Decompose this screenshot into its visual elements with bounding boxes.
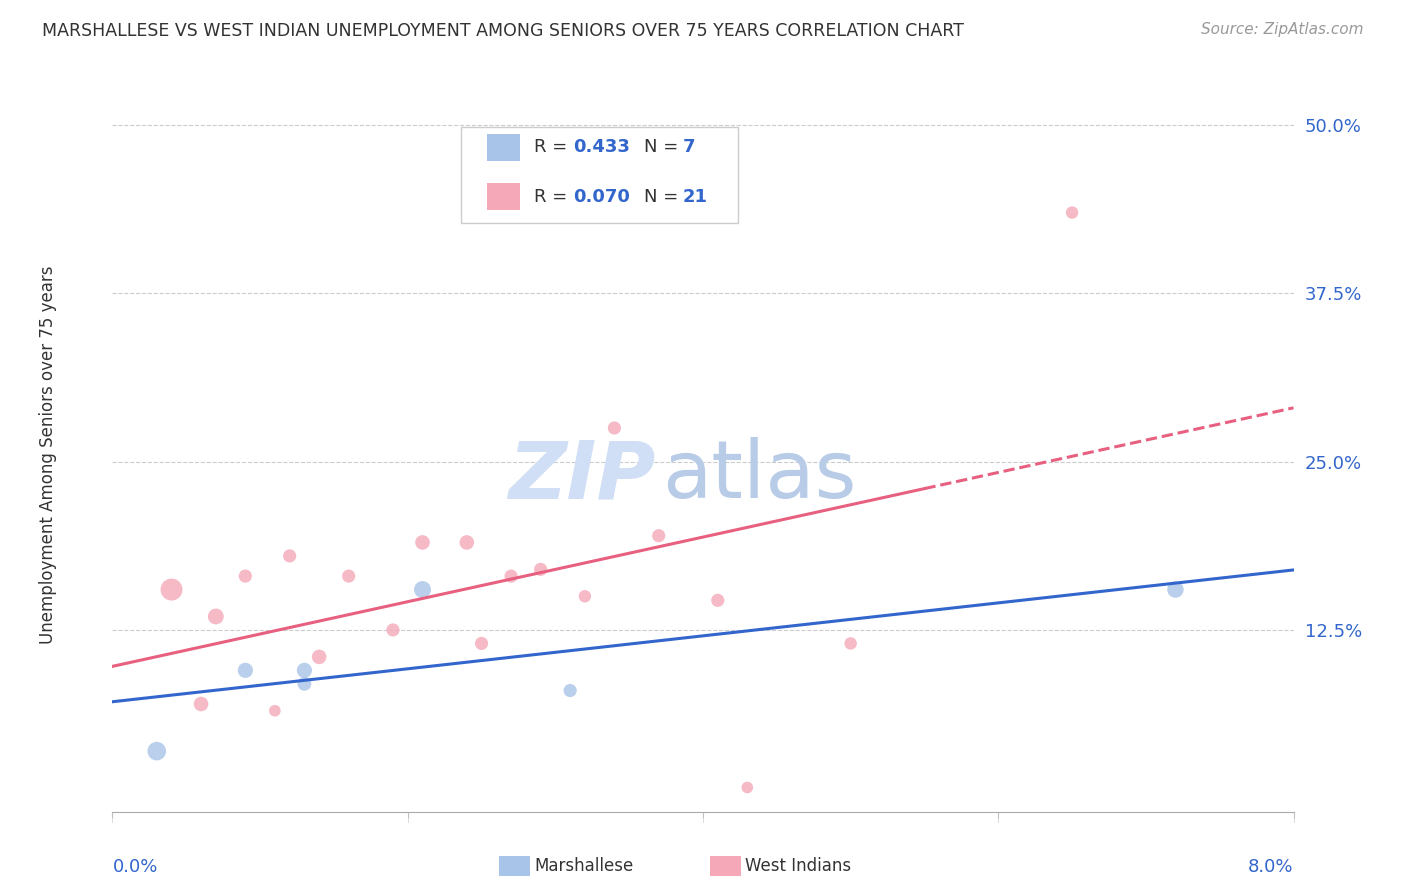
Text: R =: R =	[534, 187, 574, 205]
Point	[737, 780, 759, 795]
Text: 0.070: 0.070	[574, 187, 630, 205]
Point	[1062, 205, 1084, 219]
Point	[382, 623, 405, 637]
Text: N =: N =	[644, 187, 683, 205]
Text: 8.0%: 8.0%	[1249, 858, 1294, 876]
Text: Unemployment Among Seniors over 75 years: Unemployment Among Seniors over 75 years	[38, 266, 56, 644]
Point	[278, 549, 301, 563]
Text: MARSHALLESE VS WEST INDIAN UNEMPLOYMENT AMONG SENIORS OVER 75 YEARS CORRELATION : MARSHALLESE VS WEST INDIAN UNEMPLOYMENT …	[42, 22, 965, 40]
Bar	[486, 183, 520, 211]
Point	[292, 664, 315, 678]
Point	[412, 535, 434, 549]
Point	[292, 677, 315, 691]
Text: Marshallese: Marshallese	[534, 857, 634, 875]
Point	[233, 664, 256, 678]
Text: 0.433: 0.433	[574, 138, 630, 156]
Point	[647, 529, 671, 543]
Point	[560, 683, 582, 698]
Text: N =: N =	[644, 138, 683, 156]
Point	[1164, 582, 1187, 597]
FancyBboxPatch shape	[461, 127, 738, 223]
Point	[190, 697, 212, 711]
Text: 0.0%: 0.0%	[112, 858, 157, 876]
Point	[603, 421, 626, 435]
Text: R =: R =	[534, 138, 574, 156]
Text: atlas: atlas	[662, 437, 856, 516]
Point	[160, 582, 183, 597]
Point	[233, 569, 256, 583]
Text: 21: 21	[683, 187, 709, 205]
Point	[205, 609, 228, 624]
Text: Source: ZipAtlas.com: Source: ZipAtlas.com	[1201, 22, 1364, 37]
Text: 7: 7	[683, 138, 696, 156]
Point	[839, 636, 862, 650]
Text: ZIP: ZIP	[509, 437, 655, 516]
Point	[456, 535, 478, 549]
Point	[264, 704, 287, 718]
Point	[529, 562, 551, 576]
Point	[501, 569, 523, 583]
Point	[412, 582, 434, 597]
Point	[146, 744, 169, 758]
Point	[707, 593, 730, 607]
Point	[574, 589, 596, 603]
Point	[308, 649, 330, 664]
Bar	[486, 134, 520, 161]
Point	[337, 569, 360, 583]
Point	[471, 636, 494, 650]
Text: West Indians: West Indians	[745, 857, 851, 875]
